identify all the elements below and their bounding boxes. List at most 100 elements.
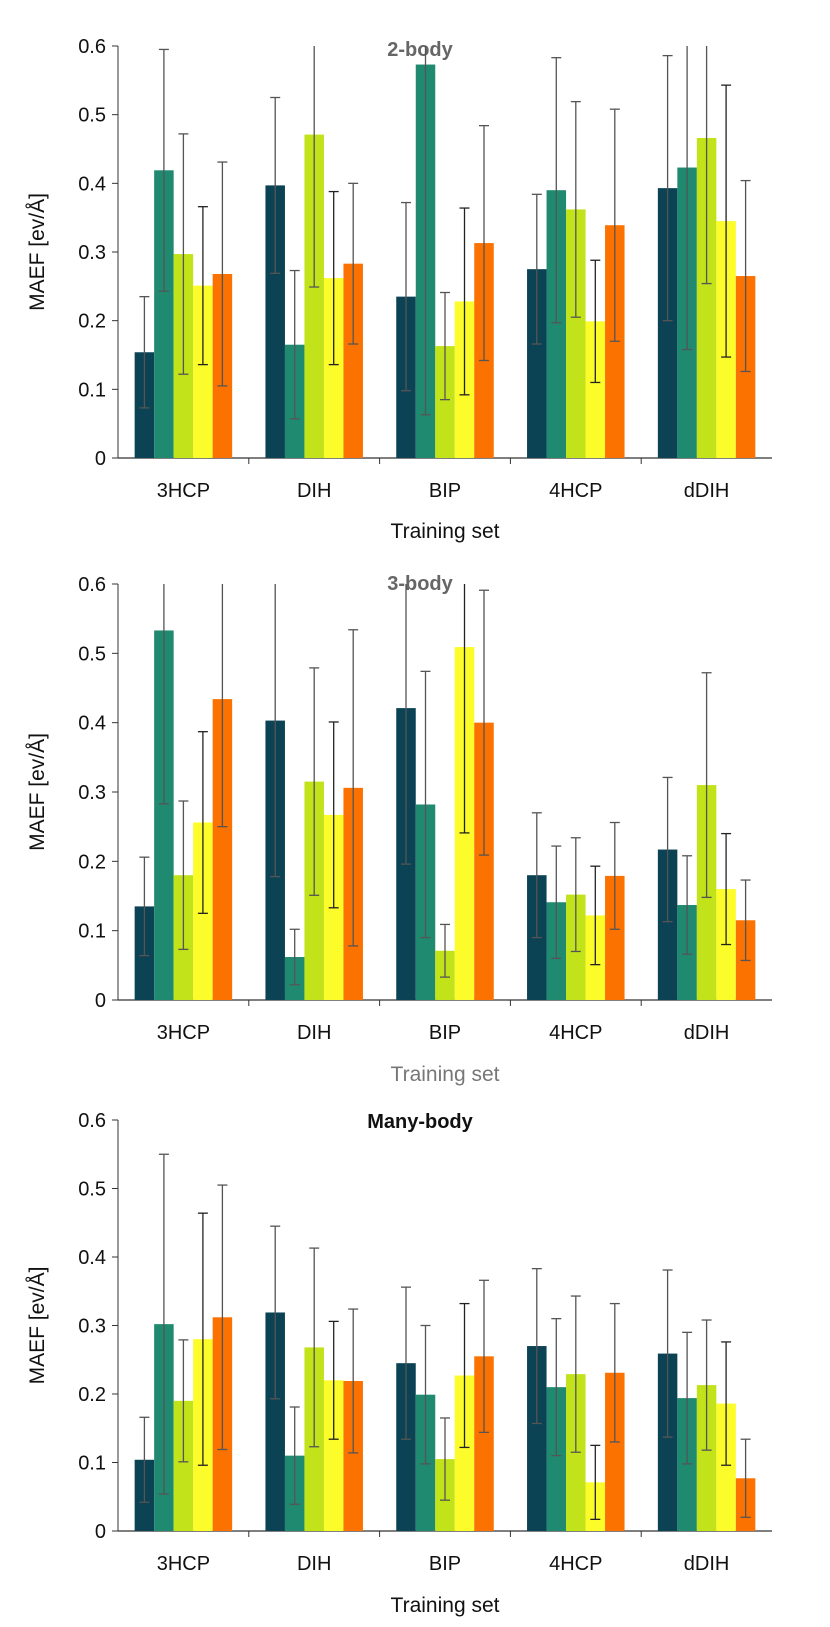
error-bar bbox=[309, 1247, 320, 1448]
bar-dih-series-5 bbox=[343, 1380, 363, 1531]
error-bar bbox=[197, 1212, 208, 1466]
error-bar bbox=[531, 1267, 542, 1425]
error-bar bbox=[701, 672, 712, 899]
error-bar bbox=[217, 161, 228, 387]
error-bar bbox=[701, 1319, 712, 1451]
chart-title: 3-body bbox=[387, 573, 453, 595]
error-bar bbox=[348, 1308, 359, 1454]
y-tick-label: 0.4 bbox=[78, 1247, 106, 1269]
error-bar bbox=[682, 46, 693, 351]
error-bar bbox=[217, 1184, 228, 1451]
bar-bip-series-4 bbox=[454, 1375, 475, 1531]
bar-4hcp-series-4 bbox=[585, 321, 606, 458]
error-bar bbox=[590, 259, 601, 384]
x-tick-label: 3HCP bbox=[157, 480, 210, 502]
error-bar bbox=[178, 1339, 189, 1463]
y-tick-label: 0.5 bbox=[78, 105, 106, 127]
error-bar bbox=[609, 108, 620, 342]
error-bar bbox=[740, 1438, 751, 1518]
x-tick-label: 4HCP bbox=[549, 1553, 602, 1575]
error-bar bbox=[139, 295, 150, 409]
y-axis-label: MAEF [ev/Å] bbox=[26, 733, 49, 851]
error-bar bbox=[459, 1302, 470, 1449]
error-bar bbox=[270, 584, 281, 878]
bar-3hcp-series-4 bbox=[193, 285, 213, 458]
bar-3hcp-series-2 bbox=[154, 630, 174, 1000]
error-bar bbox=[721, 84, 732, 358]
bar-dih-series-5 bbox=[343, 263, 363, 458]
error-bar bbox=[479, 589, 489, 856]
x-tick-label: DIH bbox=[297, 480, 331, 502]
error-bar bbox=[158, 1153, 169, 1495]
x-tick-label: dDIH bbox=[684, 480, 730, 502]
bar-bip-series-3 bbox=[435, 346, 455, 458]
x-tick-label: 3HCP bbox=[157, 1553, 210, 1575]
y-tick-label: 0.1 bbox=[78, 1453, 106, 1475]
bar-bip-series-5 bbox=[474, 722, 494, 1000]
y-tick-label: 0.3 bbox=[78, 1316, 106, 1338]
y-tick-label: 0.4 bbox=[78, 713, 106, 735]
y-tick-label: 0.6 bbox=[78, 36, 106, 58]
bar-dih-series-1 bbox=[265, 185, 285, 459]
bar-ddih-series-3 bbox=[696, 1385, 717, 1531]
error-bar bbox=[178, 133, 189, 375]
error-bar bbox=[289, 269, 300, 420]
y-axis-label: MAEF [ev/Å] bbox=[26, 193, 49, 311]
chart-panel-2: 0 0.1 0.2 0.3 0.4 0.5 0.6 MAEF [ev/Å] 3-body 3HCP… bbox=[26, 573, 772, 1086]
bar-3hcp-series-2 bbox=[154, 170, 174, 458]
bar-dih-series-4 bbox=[323, 278, 344, 458]
error-bar bbox=[309, 667, 320, 896]
error-bar bbox=[551, 845, 562, 960]
y-tick-label: 0 bbox=[95, 990, 106, 1012]
bar-dih-series-1 bbox=[265, 1312, 285, 1531]
error-bar bbox=[551, 57, 562, 324]
error-bar bbox=[328, 190, 339, 366]
error-bar bbox=[662, 776, 673, 923]
y-tick-label: 0.5 bbox=[78, 643, 106, 665]
error-bar bbox=[289, 1406, 300, 1505]
bar-ddih-series-1 bbox=[657, 849, 678, 1000]
x-tick-label: 3HCP bbox=[157, 1022, 210, 1044]
bar-bip-series-1 bbox=[396, 1363, 416, 1531]
x-tick-label: 4HCP bbox=[549, 1022, 602, 1044]
error-bar bbox=[289, 928, 300, 986]
y-tick-label: 0.2 bbox=[78, 1384, 106, 1406]
error-bar bbox=[328, 1320, 339, 1440]
error-bar bbox=[590, 865, 601, 966]
error-bar bbox=[479, 1279, 489, 1434]
error-bar bbox=[348, 182, 359, 345]
x-axis-label: Training set bbox=[391, 1594, 500, 1617]
error-bar bbox=[420, 670, 431, 939]
bar-4hcp-series-3 bbox=[566, 209, 586, 458]
error-bar bbox=[440, 291, 450, 401]
bar-bip-series-5 bbox=[474, 1356, 494, 1531]
bar-4hcp-series-5 bbox=[605, 875, 625, 1000]
error-bar bbox=[662, 1269, 673, 1438]
x-axis-label: Training set bbox=[391, 1063, 500, 1086]
error-bar bbox=[440, 1417, 450, 1501]
bar-3hcp-series-5 bbox=[212, 699, 233, 1000]
error-bar bbox=[531, 193, 542, 345]
error-bar bbox=[158, 584, 169, 805]
error-bar bbox=[682, 855, 693, 955]
x-tick-label: 4HCP bbox=[549, 480, 602, 502]
error-bar bbox=[570, 837, 581, 953]
y-tick-label: 0.6 bbox=[78, 574, 106, 596]
bar-3hcp-series-3 bbox=[173, 1400, 194, 1531]
y-tick-label: 0 bbox=[95, 448, 106, 470]
error-bar bbox=[701, 46, 712, 285]
error-bar bbox=[551, 1318, 562, 1457]
error-bar bbox=[609, 821, 620, 930]
error-bar bbox=[420, 1324, 431, 1465]
error-bar bbox=[270, 96, 281, 274]
y-tick-label: 0.6 bbox=[78, 1110, 106, 1132]
error-bar bbox=[158, 48, 169, 292]
bar-4hcp-series-5 bbox=[605, 1372, 625, 1531]
error-bar bbox=[570, 1295, 581, 1453]
x-tick-label: BIP bbox=[429, 480, 461, 502]
error-bar bbox=[401, 1286, 411, 1440]
x-tick-label: dDIH bbox=[684, 1022, 730, 1044]
error-bar bbox=[662, 54, 673, 322]
y-tick-label: 0.1 bbox=[78, 379, 106, 401]
